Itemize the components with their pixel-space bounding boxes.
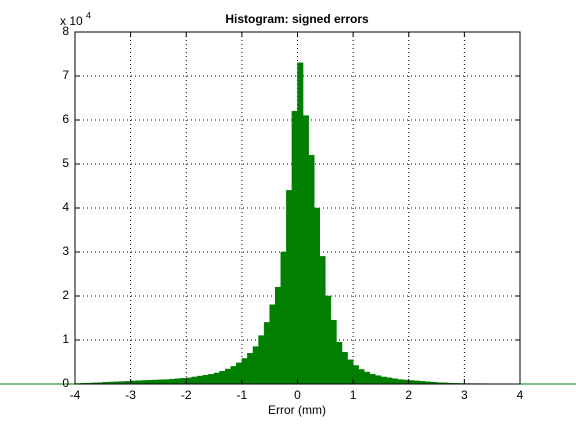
bar <box>208 374 215 385</box>
y-tick-label: 0 <box>62 376 69 390</box>
bar <box>380 376 387 385</box>
bar <box>141 380 148 385</box>
bar <box>230 366 237 385</box>
bar <box>202 374 209 385</box>
bar <box>213 372 220 385</box>
x-tick-label: 0 <box>294 388 301 402</box>
bar <box>319 256 326 385</box>
bar <box>336 341 343 385</box>
y-tick-label: 5 <box>62 156 69 170</box>
bar <box>252 346 259 385</box>
bar <box>275 286 282 385</box>
bar <box>297 62 304 385</box>
bar <box>341 352 348 385</box>
bar <box>386 377 393 385</box>
bar <box>375 375 382 385</box>
bar <box>169 378 176 385</box>
y-multiplier: x 10 <box>60 14 83 28</box>
bar <box>180 378 187 385</box>
x-tick-label: -2 <box>181 388 192 402</box>
bar <box>280 251 287 385</box>
y-tick-label: 3 <box>62 244 69 258</box>
bar <box>236 362 243 385</box>
bar <box>347 359 354 385</box>
y-tick-label: 4 <box>62 200 69 214</box>
bar <box>402 379 409 385</box>
bar <box>325 295 332 385</box>
bar <box>358 369 365 385</box>
bar <box>391 378 398 385</box>
bar <box>269 304 276 385</box>
bar <box>263 322 270 385</box>
bar <box>197 375 204 385</box>
bar <box>364 371 371 385</box>
y-tick-label: 8 <box>62 24 69 38</box>
y-tick-label: 6 <box>62 112 69 126</box>
bar <box>152 379 159 385</box>
y-multiplier-exponent: 4 <box>86 10 91 20</box>
x-axis-label: Error (mm) <box>268 403 326 417</box>
y-tick-label: 7 <box>62 68 69 82</box>
bar <box>313 207 320 385</box>
bar <box>369 374 376 385</box>
bar <box>291 110 298 385</box>
bar <box>302 115 309 385</box>
bar <box>224 368 231 385</box>
bar <box>286 190 293 385</box>
x-tick-label: 3 <box>461 388 468 402</box>
chart-title: Histogram: signed errors <box>225 12 369 26</box>
bar <box>174 378 181 385</box>
x-tick-label: 4 <box>517 388 524 402</box>
bar <box>352 365 359 385</box>
bar <box>397 379 404 385</box>
bar <box>241 358 248 385</box>
bar <box>158 379 165 385</box>
y-tick-label: 1 <box>62 332 69 346</box>
x-tick-label: -1 <box>237 388 248 402</box>
bar <box>247 352 254 385</box>
bar <box>191 376 198 385</box>
x-tick-label: 1 <box>350 388 357 402</box>
bar <box>163 379 170 385</box>
bar <box>186 377 193 385</box>
bar <box>147 380 154 385</box>
x-tick-label: -3 <box>125 388 136 402</box>
x-tick-label: 2 <box>405 388 412 402</box>
x-tick-label: -4 <box>70 388 81 402</box>
bar <box>219 370 226 385</box>
y-tick-label: 2 <box>62 288 69 302</box>
bar <box>258 335 265 385</box>
bar <box>308 154 315 385</box>
bar <box>330 319 337 385</box>
bar <box>408 380 415 385</box>
